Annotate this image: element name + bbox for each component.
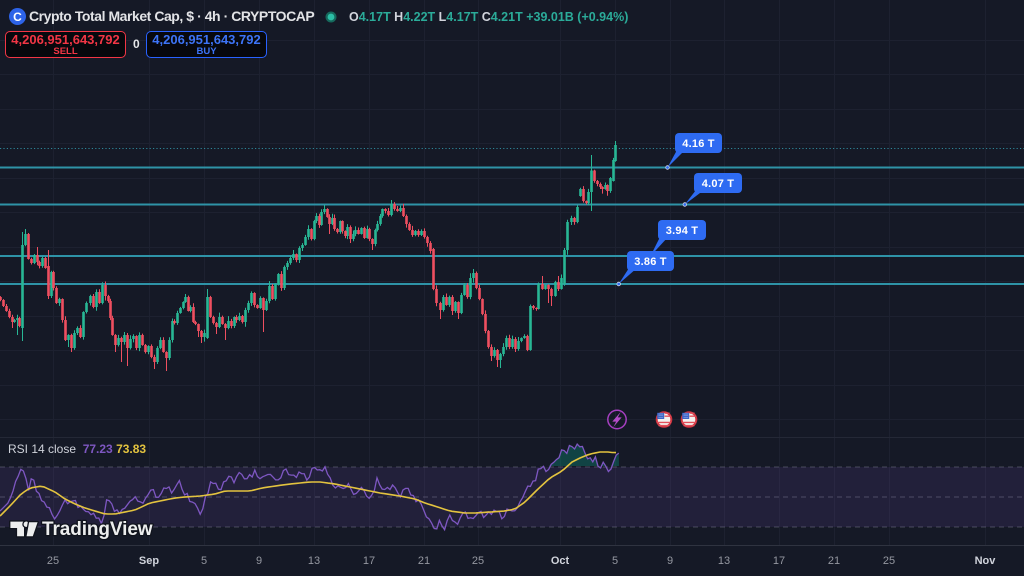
svg-text:3.86 T: 3.86 T (634, 256, 666, 268)
svg-text:C: C (13, 10, 22, 24)
svg-text:3.94 T: 3.94 T (666, 225, 698, 237)
svg-text:4.07 T: 4.07 T (702, 178, 734, 190)
svg-text:4.16 T: 4.16 T (682, 138, 714, 150)
svg-text:TradingView: TradingView (42, 519, 153, 540)
